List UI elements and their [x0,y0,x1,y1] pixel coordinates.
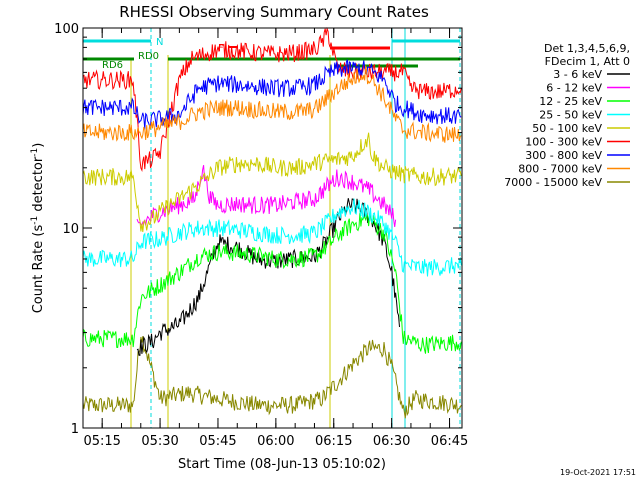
flag-label-rd6: RD6 [102,60,123,71]
y-axis-label-main: Count Rate (s [31,225,46,314]
legend-label: 6 - 12 keV [546,82,602,95]
y-axis-label: Count Rate (s-1 detector-1) [30,143,46,314]
y-tick-label: 100 [54,22,79,37]
legend-header: FDecim 1, Att 0 [545,55,630,68]
x-axis-ticks: 05:15 05:30 05:45 06:00 06:15 06:30 06:45 [83,28,468,449]
series-line [82,26,462,173]
legend-label: 25 - 50 keV [539,109,602,122]
y-axis-label-rest: detector [31,156,46,216]
y-tick-label: 1 [71,422,79,437]
series-line [82,212,462,354]
series-line [82,65,462,143]
flag-label-n: N [156,37,163,48]
legend: Det 1,3,4,5,6,9, FDecim 1, Att 0 3 - 6 k… [504,42,630,189]
y-axis-label-exp: -1 [30,216,40,225]
series-line [82,132,462,232]
series-line [136,164,397,228]
legend-label: 3 - 6 keV [553,68,602,81]
x-tick-label: 05:45 [199,434,236,449]
y-axis-label-exp2: -1 [30,148,40,157]
x-tick-label: 06:30 [373,434,410,449]
legend-header: Det 1,3,4,5,6,9, [544,42,630,55]
x-tick-label: 06:15 [315,434,352,449]
series-line [82,198,462,277]
x-axis-label: Start Time (08-Jun-13 05:10:02) [178,457,386,472]
series-line [82,336,462,419]
flag-label-f: F [218,43,224,54]
series-group [82,26,462,419]
y-axis-label-close: ) [31,143,46,148]
series-line [82,59,462,130]
legend-label: 50 - 100 keV [532,122,602,135]
flag-label-rd0: RD0 [138,51,159,62]
legend-label: 300 - 800 keV [525,149,602,162]
footer-date: 19-Oct-2021 17:51 [560,468,636,477]
x-tick-label: 05:15 [83,434,120,449]
y-axis-ticks: 1 10 100 [54,22,462,437]
legend-label: 800 - 7000 keV [518,163,602,176]
chart-title: RHESSI Observing Summary Count Rates [119,3,429,21]
x-tick-label: 06:00 [257,434,294,449]
legend-label: 12 - 25 keV [539,95,602,108]
legend-label: 7000 - 15000 keV [504,176,602,189]
x-tick-label: 06:45 [431,434,468,449]
legend-label: 100 - 300 keV [525,136,602,149]
x-tick-label: 05:30 [141,434,178,449]
y-tick-label: 10 [62,222,79,237]
